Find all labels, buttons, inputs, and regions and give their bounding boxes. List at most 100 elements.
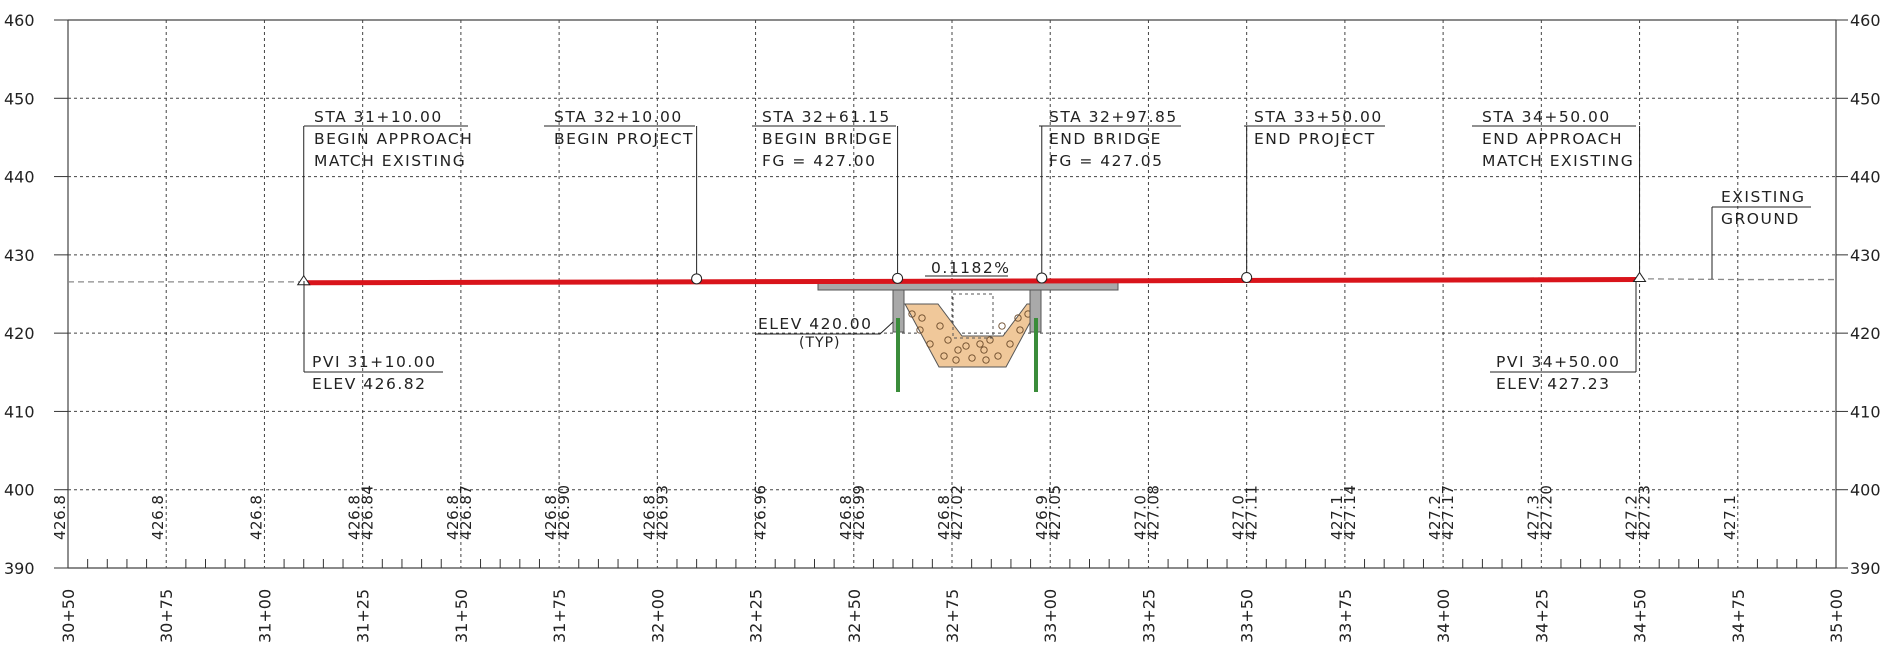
callout-text: BEGIN BRIDGE bbox=[762, 130, 893, 148]
proposed-elev-value: 426.84 bbox=[359, 485, 377, 541]
y-tick-label-right: 410 bbox=[1850, 402, 1881, 421]
y-tick-label: 440 bbox=[4, 168, 35, 187]
riprap-texture bbox=[908, 310, 1032, 364]
proposed-elev-value: 427.17 bbox=[1439, 485, 1457, 541]
pile-right bbox=[1034, 318, 1038, 392]
callout-text: END BRIDGE bbox=[1049, 130, 1162, 148]
y-tick-label-right: 450 bbox=[1850, 89, 1881, 108]
riprap-stone bbox=[994, 352, 1002, 360]
proposed-elev-value: 427.20 bbox=[1537, 485, 1555, 541]
riprap-stone bbox=[908, 310, 916, 318]
existing-elev-value: 426.8 bbox=[247, 495, 265, 540]
callout-text: STA 32+61.15 bbox=[762, 108, 891, 126]
x-tick-label: 31+75 bbox=[550, 589, 569, 643]
pvi-triangle bbox=[1632, 271, 1647, 283]
y-tick-label: 420 bbox=[4, 324, 35, 343]
existing-elev-value: 427.1 bbox=[1721, 495, 1739, 540]
grid bbox=[67, 19, 1837, 569]
station-callouts: STA 31+10.00 BEGIN APPROACH MATCH EXISTING… bbox=[303, 108, 1641, 278]
station-marker bbox=[691, 273, 703, 285]
y-tick-label: 430 bbox=[4, 246, 35, 265]
callout-text: STA 32+10.00 bbox=[554, 108, 683, 126]
riprap-stone bbox=[1016, 326, 1024, 334]
existing-elev-value: 426.8 bbox=[837, 495, 855, 540]
channel-centerline bbox=[952, 293, 994, 339]
riprap-stone bbox=[1014, 314, 1022, 322]
proposed-elev-value: 426.87 bbox=[457, 484, 475, 540]
callout-text: BEGIN APPROACH bbox=[314, 130, 473, 148]
proposed-elev-value: 427.14 bbox=[1341, 485, 1359, 541]
proposed-elev-value: 426.90 bbox=[555, 485, 573, 541]
callout-text: FG = 427.00 bbox=[762, 152, 877, 170]
callout-text: STA 31+10.00 bbox=[314, 108, 443, 126]
proposed-elev-value: 426.99 bbox=[850, 485, 868, 541]
riprap-stone bbox=[954, 346, 962, 354]
callout-text: BEGIN PROJECT bbox=[554, 130, 694, 148]
y-tick-label-right: 400 bbox=[1850, 481, 1881, 500]
callout-text: FG = 427.05 bbox=[1049, 152, 1164, 170]
proposed-elev-value: 426.93 bbox=[653, 485, 671, 541]
pile-left bbox=[896, 318, 900, 392]
x-axis: 30+50 30+75 31+00 31+25 31+50 31+75 32+00 32+25… bbox=[59, 589, 1846, 643]
existing-elev-value: 427.1 bbox=[1328, 495, 1346, 540]
x-tick-label: 35+00 bbox=[1827, 589, 1846, 643]
riprap-stone bbox=[936, 322, 944, 330]
riprap-stone bbox=[982, 356, 990, 364]
existing-elev-value: 427.0 bbox=[1230, 495, 1248, 540]
y-tick-label: 410 bbox=[4, 402, 35, 421]
existing-elev-value: 427.0 bbox=[1131, 495, 1149, 540]
riprap-stone bbox=[944, 336, 952, 344]
riprap-stone bbox=[1006, 340, 1014, 348]
station-marker bbox=[1241, 271, 1253, 283]
proposed-elev-value: 427.02 bbox=[948, 485, 966, 541]
x-tick-label: 30+75 bbox=[157, 589, 176, 643]
existing-elev-value: 426.8 bbox=[542, 495, 560, 540]
x-tick-label: 31+25 bbox=[354, 589, 373, 643]
y-tick-label-right: 440 bbox=[1850, 168, 1881, 187]
pvi-end-station: PVI 34+50.00 bbox=[1496, 353, 1621, 371]
proposed-elev-value: 427.11 bbox=[1243, 485, 1261, 541]
proposed-profile-line bbox=[303, 277, 1640, 286]
existing-ground-label-2: GROUND bbox=[1721, 210, 1800, 228]
existing-elev-value: 427.2 bbox=[1623, 495, 1641, 540]
elev-note-leader bbox=[755, 321, 894, 335]
station-markers bbox=[296, 271, 1647, 286]
proposed-elev-value: 426.96 bbox=[752, 485, 770, 541]
riprap-stone bbox=[962, 342, 970, 350]
existing-elev-value: 426.8 bbox=[444, 495, 462, 540]
y-axis-left: 390 400 410 420 430 440 450 460 bbox=[4, 11, 68, 578]
existing-elev-value: 426.8 bbox=[346, 495, 364, 540]
y-axis-right: 390 400 410 420 430 440 450 460 bbox=[1836, 11, 1881, 578]
riprap-stone bbox=[986, 336, 994, 344]
x-tick-label: 32+25 bbox=[747, 589, 766, 643]
riprap-stone bbox=[976, 340, 984, 348]
callout-text: STA 34+50.00 bbox=[1482, 108, 1611, 126]
riprap-stone bbox=[968, 354, 976, 362]
riprap-stone bbox=[952, 356, 960, 364]
grade-label: 0.1182% bbox=[931, 259, 1010, 277]
station-marker bbox=[892, 272, 904, 284]
x-tick-label: 33+25 bbox=[1139, 589, 1158, 643]
x-tick-label: 34+25 bbox=[1532, 589, 1551, 643]
callout-text: END PROJECT bbox=[1254, 130, 1376, 148]
proposed-elev-value: 427.05 bbox=[1046, 485, 1064, 541]
riprap-stone bbox=[918, 314, 926, 322]
x-tick-label: 32+50 bbox=[845, 589, 864, 643]
y-tick-label: 460 bbox=[4, 11, 35, 30]
elev-note-value: ELEV 420.00 bbox=[758, 315, 873, 333]
x-tick-label: 33+00 bbox=[1041, 589, 1060, 643]
y-tick-label-right: 420 bbox=[1850, 324, 1881, 343]
existing-elev-value: 426.9 bbox=[1033, 495, 1051, 540]
bridge-section bbox=[817, 279, 1119, 392]
x-tick-label: 34+50 bbox=[1631, 589, 1650, 643]
y-tick-label-right: 460 bbox=[1850, 11, 1881, 30]
elev-note: ELEV 420.00 (TYP) bbox=[755, 315, 894, 351]
existing-elev-value: 426.8 bbox=[51, 495, 69, 540]
existing-elev-value: 427.2 bbox=[1426, 495, 1444, 540]
callout-text: STA 33+50.00 bbox=[1254, 108, 1383, 126]
riprap-stone bbox=[998, 322, 1006, 330]
riprap-stone bbox=[916, 326, 924, 334]
x-tick-label: 34+00 bbox=[1434, 589, 1453, 643]
existing-elev-value: 426.8 bbox=[935, 495, 953, 540]
